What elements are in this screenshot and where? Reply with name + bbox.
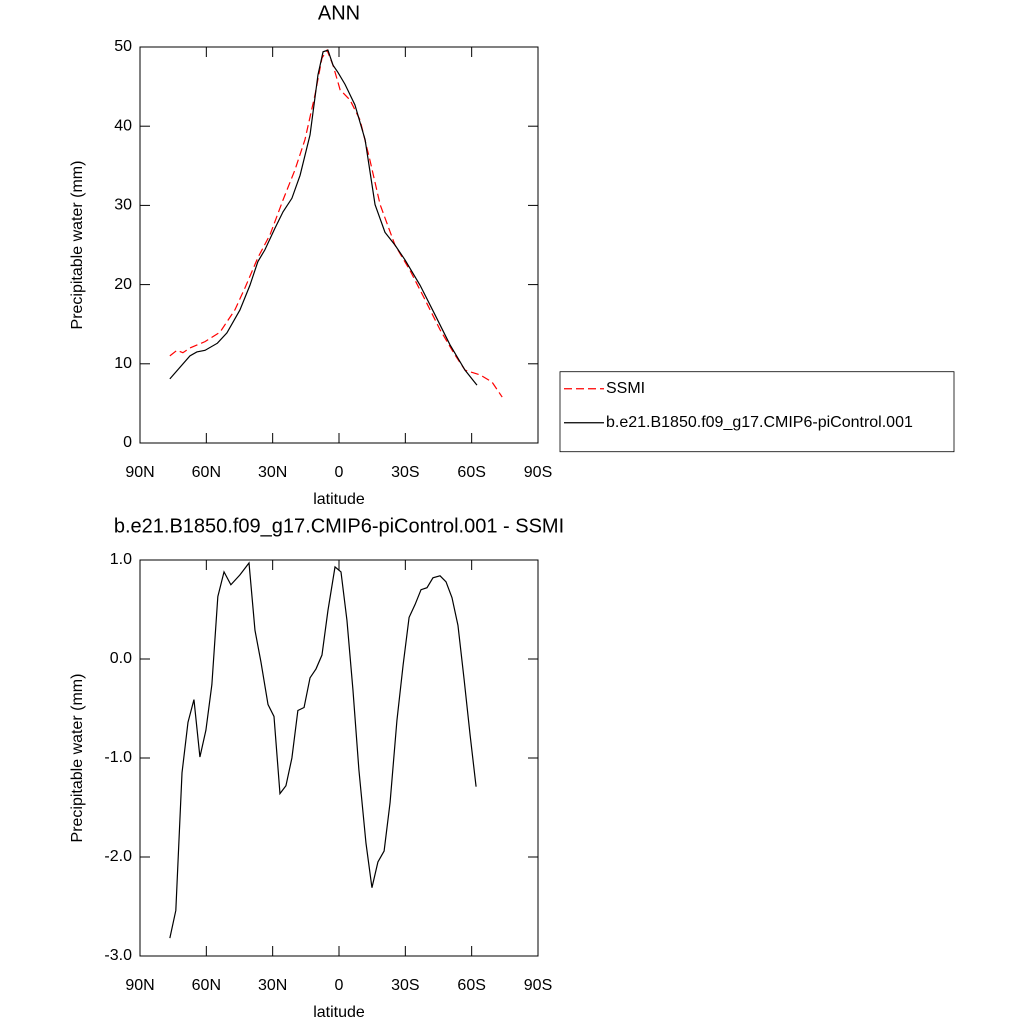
y-tick-label: 30 [114,197,132,214]
x-tick-label: 0 [335,464,344,481]
x-axis-title: latitude [313,1004,365,1021]
x-tick-label: 60N [192,464,221,481]
y-tick-label: 0 [123,434,132,451]
x-tick-label: 60N [192,977,221,994]
y-tick-label: -3.0 [104,947,132,964]
x-tick-label: 60S [457,464,485,481]
y-tick-label: 0.0 [110,650,132,667]
y-tick-label: 1.0 [110,551,132,568]
y-tick-label: 10 [114,355,132,372]
x-tick-label: 30N [258,977,287,994]
y-tick-label: 40 [114,117,132,134]
chart-title: b.e21.B1850.f09_g17.CMIP6-piControl.001 … [114,515,564,537]
y-tick-label: -2.0 [104,848,132,865]
chart-title: ANN [318,2,360,24]
y-tick-label: 20 [114,276,132,293]
x-tick-label: 90S [524,464,552,481]
plot-frame [139,559,539,957]
x-tick-label: 60S [457,977,485,994]
y-axis-title: Precipitable water (mm) [69,161,86,330]
x-tick-label: 30N [258,464,287,481]
y-axis-title: Precipitable water (mm) [69,674,86,843]
x-tick-label: 90S [524,977,552,994]
x-tick-label: 90N [125,977,154,994]
x-tick-label: 30S [391,977,419,994]
data-line [169,49,478,386]
data-line [169,48,503,398]
plot-frame [139,46,539,444]
legend-label: b.e21.B1850.f09_g17.CMIP6-piControl.001 [606,414,913,431]
y-tick-label: -1.0 [104,749,132,766]
data-line [169,561,477,939]
y-tick-label: 50 [114,38,132,55]
x-tick-label: 0 [335,977,344,994]
legend-label: SSMI [606,380,645,397]
legend-box [559,371,955,453]
x-tick-label: 30S [391,464,419,481]
x-tick-label: 90N [125,464,154,481]
x-axis-title: latitude [313,491,365,508]
